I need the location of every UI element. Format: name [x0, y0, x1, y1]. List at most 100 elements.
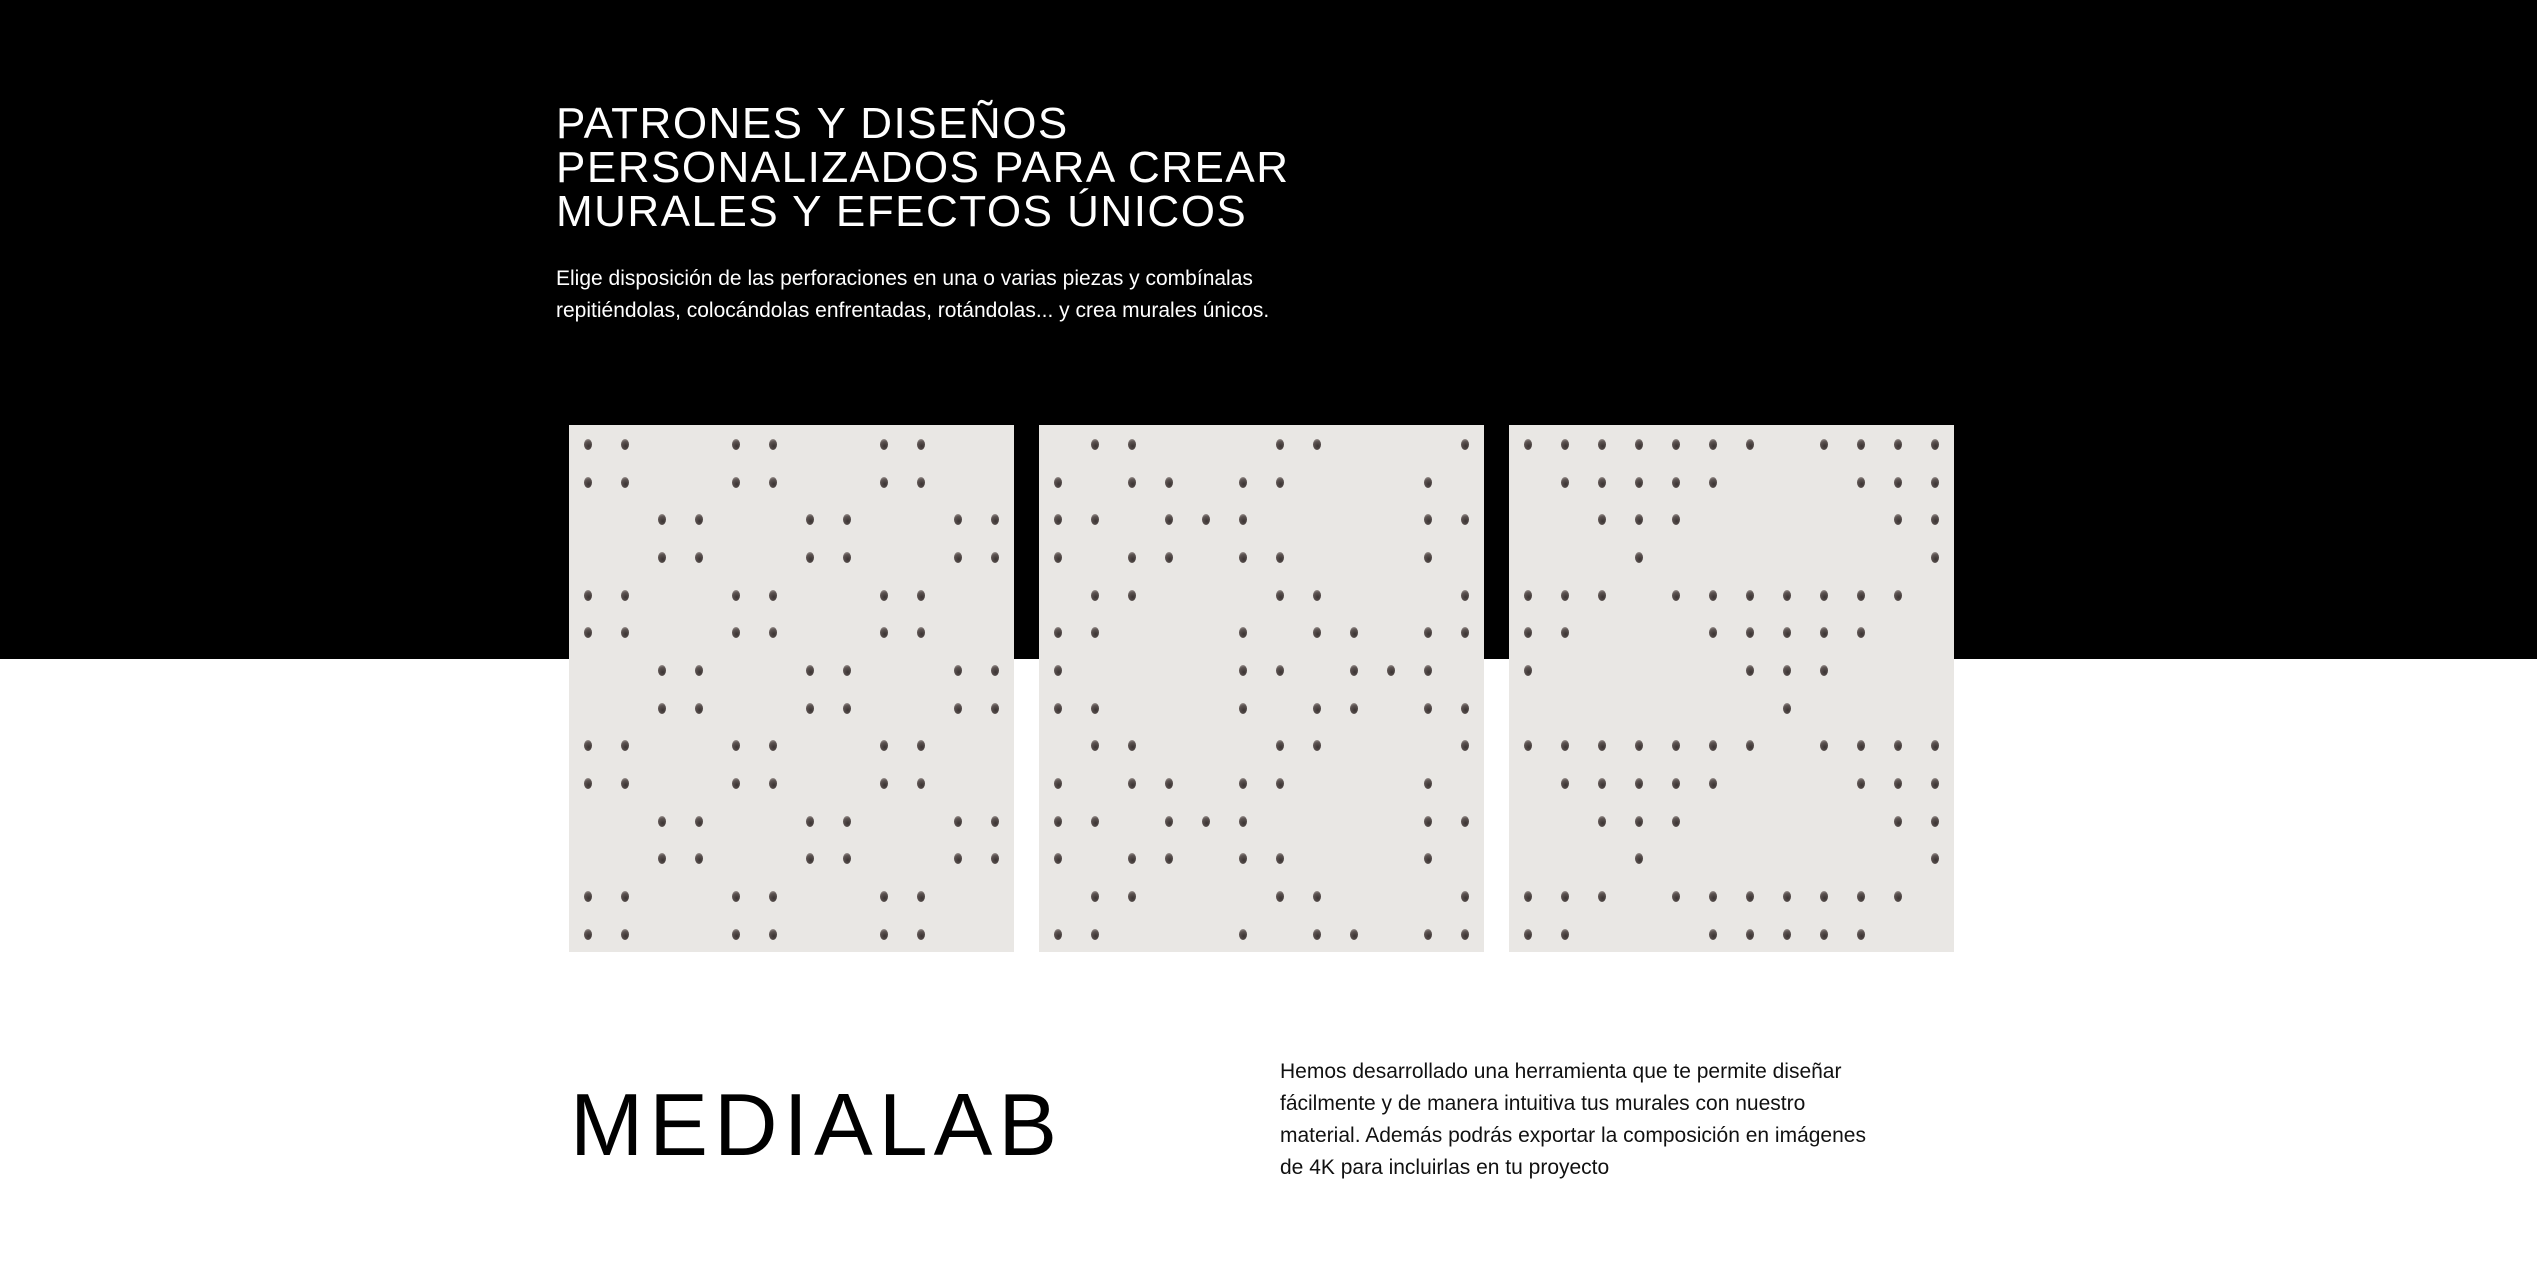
perforation-dot [1634, 815, 1643, 827]
perforation-dot [953, 853, 962, 865]
perforation-dot [1164, 552, 1173, 563]
perforation-dot [694, 552, 703, 563]
perforation-dot [1597, 438, 1606, 450]
perforation-dot [583, 627, 592, 639]
perforation-dot [1312, 740, 1321, 752]
description-line: Hemos desarrollado una herramienta que t… [1280, 1060, 1842, 1083]
perforation-dot [694, 702, 703, 714]
perforation-dot [990, 665, 999, 677]
perforation-dot [1460, 438, 1469, 450]
perforation-dot [620, 740, 629, 752]
hero-intro: Elige disposición de las perforaciones e… [556, 263, 1456, 327]
perforation-dot [953, 702, 962, 714]
perforation-dot [1745, 438, 1754, 450]
perforation-dot [694, 514, 703, 526]
perforation-dot [1238, 476, 1247, 488]
perforation-dot [1671, 438, 1680, 450]
description-line: fácilmente y de manera intuitiva tus mur… [1280, 1092, 1806, 1115]
hero-title-line: MURALES Y EFECTOS ÚNICOS [556, 187, 1248, 236]
perforation-dot [879, 589, 888, 601]
perforation-dot [1523, 891, 1532, 903]
perforation-dot [916, 589, 925, 601]
perforation-dot [1275, 589, 1284, 601]
perforation-dot [1053, 778, 1062, 790]
perforation-dot [694, 815, 703, 827]
perforation-dot [1127, 778, 1136, 790]
perforation-dot [1090, 891, 1099, 903]
perforation-dot [1275, 853, 1284, 865]
perforation-dot [1349, 665, 1358, 677]
perforation-dot [583, 778, 592, 790]
perforation-dot [1745, 665, 1754, 677]
perforation-dot [1634, 438, 1643, 450]
perforation-dot [1819, 928, 1828, 940]
perforation-dot [1560, 778, 1569, 790]
perforation-dot [1671, 740, 1680, 752]
perforation-dot [1893, 514, 1902, 526]
perforation-dot [768, 928, 777, 940]
perforation-dot [620, 589, 629, 601]
perforation-dot [1164, 815, 1173, 827]
perforation-dot [1127, 891, 1136, 903]
perforation-dot [1819, 665, 1828, 677]
perforation-dot [1423, 928, 1432, 940]
perforation-dot [1634, 778, 1643, 790]
perforation-dot [1634, 514, 1643, 526]
perforation-dot [879, 928, 888, 940]
perforation-dot [1782, 589, 1791, 601]
perforation-dot [1090, 702, 1099, 714]
perforation-dot [1423, 815, 1432, 827]
perforation-dot [1560, 438, 1569, 450]
perforation-dot [1423, 552, 1432, 563]
perforation-dot [1523, 438, 1532, 450]
perforation-dot [1238, 853, 1247, 865]
perforation-dot [1053, 928, 1062, 940]
perforation-dot [1745, 627, 1754, 639]
perforation-dot [583, 928, 592, 940]
perforation-dot [1745, 589, 1754, 601]
perforation-dot [805, 552, 814, 563]
perforation-dot [990, 815, 999, 827]
pattern-panel-2 [1039, 425, 1484, 952]
perforation-dot [1819, 438, 1828, 450]
perforation-dot [1560, 928, 1569, 940]
perforation-dot [620, 438, 629, 450]
perforation-dot [1349, 928, 1358, 940]
perforation-dot [1634, 476, 1643, 488]
perforation-dot [1708, 476, 1717, 488]
perforation-dot [842, 815, 851, 827]
perforation-dot [1856, 476, 1865, 488]
perforation-dot [1782, 665, 1791, 677]
perforation-dot [990, 702, 999, 714]
medialab-description: Hemos desarrollado una herramienta que t… [1280, 1056, 1980, 1184]
perforation-dot [1090, 928, 1099, 940]
perforation-dot [1275, 552, 1284, 563]
perforation-dot [1523, 928, 1532, 940]
perforation-dot [1671, 514, 1680, 526]
perforation-dot [1349, 702, 1358, 714]
perforation-dot [1238, 815, 1247, 827]
perforation-dot [1782, 928, 1791, 940]
perforation-dot [1127, 589, 1136, 601]
perforation-dot [1930, 476, 1939, 488]
perforation-dot [1349, 627, 1358, 639]
perforation-dot [1708, 589, 1717, 601]
perforation-dot [657, 665, 666, 677]
perforation-dot [1053, 665, 1062, 677]
perforation-dot [657, 514, 666, 526]
perforation-dot [879, 740, 888, 752]
perforation-dot [1312, 438, 1321, 450]
description-line: material. Además podrás exportar la comp… [1280, 1124, 1866, 1147]
perforation-dot [1423, 702, 1432, 714]
perforation-dot [1708, 627, 1717, 639]
perforation-dot [990, 853, 999, 865]
perforation-dot [953, 815, 962, 827]
perforation-dot [1423, 514, 1432, 526]
perforation-dot [620, 928, 629, 940]
perforation-dot [1893, 778, 1902, 790]
perforation-dot [805, 853, 814, 865]
perforation-dot [1560, 627, 1569, 639]
perforation-dot [1560, 589, 1569, 601]
pattern-panel-3 [1509, 425, 1954, 952]
perforation-dot [1597, 476, 1606, 488]
